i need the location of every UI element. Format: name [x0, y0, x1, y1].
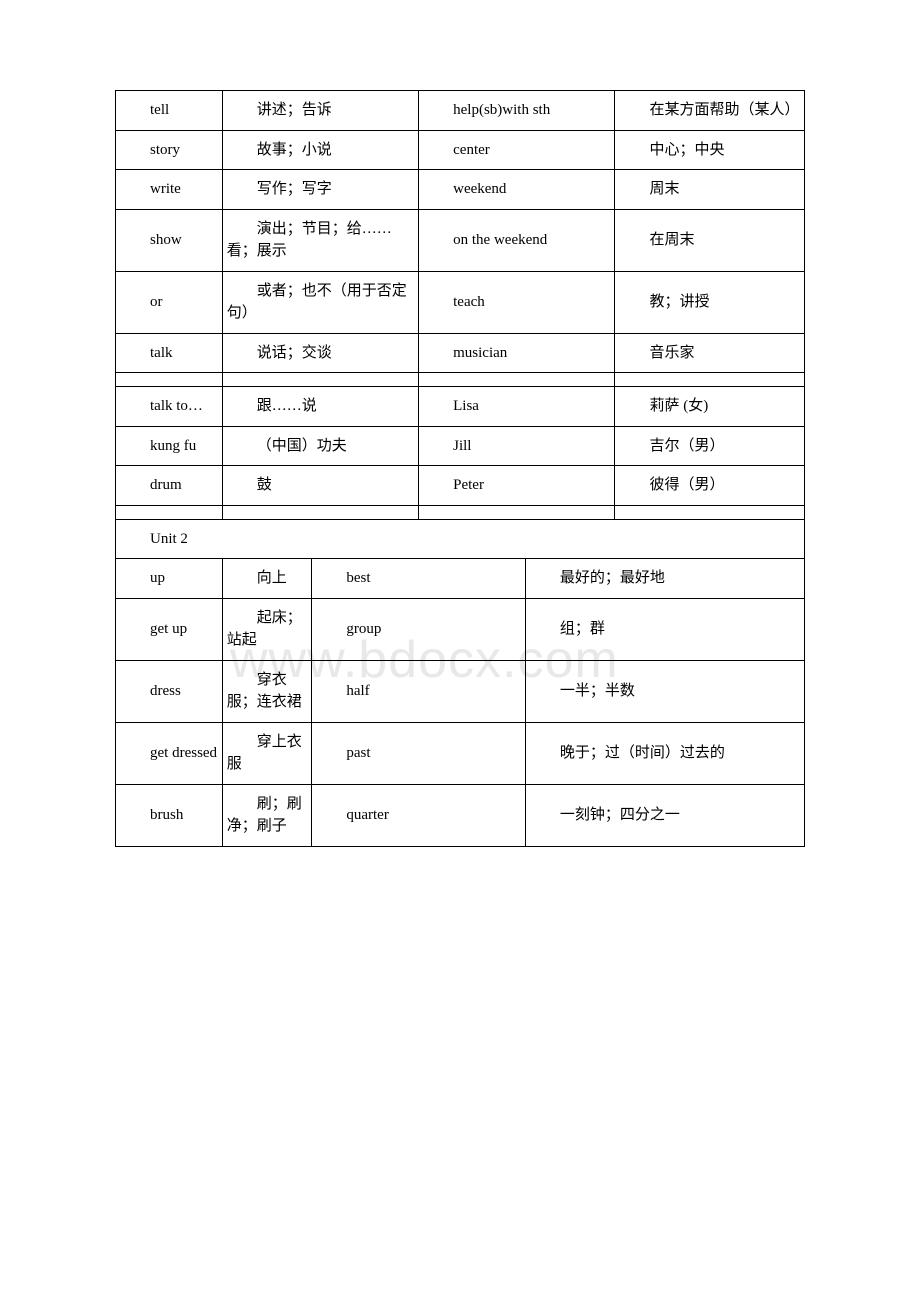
english-word: talk to…: [116, 387, 223, 427]
english-word: teach: [419, 271, 615, 333]
spacer-row: [116, 373, 805, 387]
table-row: talk to… 跟……说 Lisa 莉萨 (女): [116, 387, 805, 427]
chinese-meaning: 一半；半数: [525, 660, 804, 722]
english-word: talk: [116, 333, 223, 373]
chinese-meaning: 起床；站起: [222, 598, 312, 660]
english-word: past: [312, 722, 526, 784]
chinese-meaning: 音乐家: [615, 333, 805, 373]
english-word: weekend: [419, 170, 615, 210]
table-row: get up 起床；站起 group 组；群: [116, 598, 805, 660]
chinese-meaning: 穿上衣服: [222, 722, 312, 784]
english-word: drum: [116, 466, 223, 506]
english-word: Jill: [419, 426, 615, 466]
chinese-meaning: （中国）功夫: [222, 426, 418, 466]
english-word: best: [312, 559, 526, 599]
english-word: tell: [116, 91, 223, 131]
english-word: help(sb)with sth: [419, 91, 615, 131]
spacer-row: [116, 505, 805, 519]
chinese-meaning: 或者；也不（用于否定句）: [222, 271, 418, 333]
chinese-meaning: 故事；小说: [222, 130, 418, 170]
chinese-meaning: 刷；刷净；刷子: [222, 784, 312, 846]
chinese-meaning: 周末: [615, 170, 805, 210]
english-word: on the weekend: [419, 209, 615, 271]
table-row: or 或者；也不（用于否定句） teach 教；讲授: [116, 271, 805, 333]
table-row: story 故事；小说 center 中心；中央: [116, 130, 805, 170]
english-word: write: [116, 170, 223, 210]
table-row: show 演出；节目；给……看；展示 on the weekend 在周末: [116, 209, 805, 271]
table-row: dress 穿衣服；连衣裙 half 一半；半数: [116, 660, 805, 722]
english-word: kung fu: [116, 426, 223, 466]
chinese-meaning: 讲述；告诉: [222, 91, 418, 131]
chinese-meaning: 写作；写字: [222, 170, 418, 210]
english-word: group: [312, 598, 526, 660]
table-row: write 写作；写字 weekend 周末: [116, 170, 805, 210]
table-row: tell 讲述；告诉 help(sb)with sth 在某方面帮助（某人）: [116, 91, 805, 131]
chinese-meaning: 演出；节目；给……看；展示: [222, 209, 418, 271]
chinese-meaning: 晚于；过（时间）过去的: [525, 722, 804, 784]
table-row: drum 鼓 Peter 彼得（男）: [116, 466, 805, 506]
chinese-meaning: 教；讲授: [615, 271, 805, 333]
vocabulary-table-1: tell 讲述；告诉 help(sb)with sth 在某方面帮助（某人） s…: [115, 90, 805, 847]
chinese-meaning: 组；群: [525, 598, 804, 660]
chinese-meaning: 在某方面帮助（某人）: [615, 91, 805, 131]
chinese-meaning: 鼓: [222, 466, 418, 506]
english-word: or: [116, 271, 223, 333]
chinese-meaning: 在周末: [615, 209, 805, 271]
english-word: get dressed: [116, 722, 223, 784]
chinese-meaning: 穿衣服；连衣裙: [222, 660, 312, 722]
chinese-meaning: 说话；交谈: [222, 333, 418, 373]
english-word: quarter: [312, 784, 526, 846]
chinese-meaning: 中心；中央: [615, 130, 805, 170]
chinese-meaning: 向上: [222, 559, 312, 599]
chinese-meaning: 吉尔（男）: [615, 426, 805, 466]
english-word: story: [116, 130, 223, 170]
chinese-meaning: 彼得（男）: [615, 466, 805, 506]
table-row: get dressed 穿上衣服 past 晚于；过（时间）过去的: [116, 722, 805, 784]
english-word: Lisa: [419, 387, 615, 427]
chinese-meaning: 一刻钟；四分之一: [525, 784, 804, 846]
english-word: show: [116, 209, 223, 271]
chinese-meaning: 莉萨 (女): [615, 387, 805, 427]
english-word: get up: [116, 598, 223, 660]
unit-label: Unit 2: [116, 519, 805, 559]
english-word: brush: [116, 784, 223, 846]
table-row: up 向上 best 最好的；最好地: [116, 559, 805, 599]
table-row: brush 刷；刷净；刷子 quarter 一刻钟；四分之一: [116, 784, 805, 846]
chinese-meaning: 跟……说: [222, 387, 418, 427]
english-word: musician: [419, 333, 615, 373]
english-word: half: [312, 660, 526, 722]
english-word: up: [116, 559, 223, 599]
table-row: talk 说话；交谈 musician 音乐家: [116, 333, 805, 373]
english-word: center: [419, 130, 615, 170]
chinese-meaning: 最好的；最好地: [525, 559, 804, 599]
unit-header-row: Unit 2: [116, 519, 805, 559]
english-word: dress: [116, 660, 223, 722]
english-word: Peter: [419, 466, 615, 506]
table-row: kung fu （中国）功夫 Jill 吉尔（男）: [116, 426, 805, 466]
